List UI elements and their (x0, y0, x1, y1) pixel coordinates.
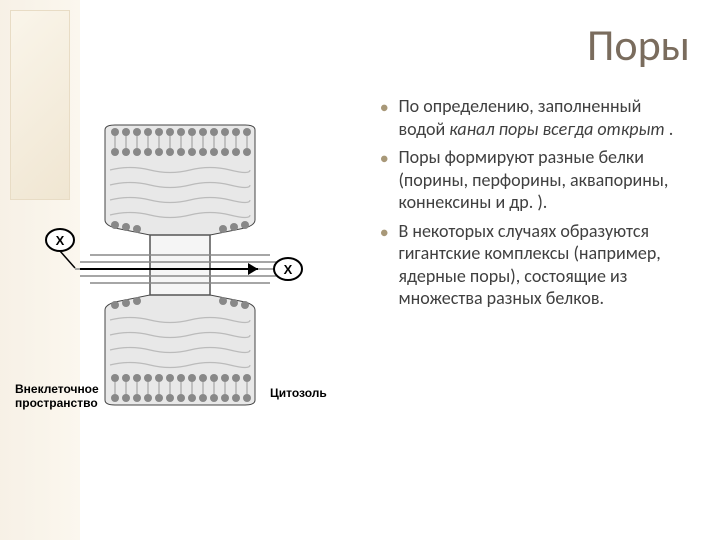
content-area: X X Внеклеточное пространство Цитозоль ●… (0, 90, 720, 530)
x-marker-right: X (284, 262, 293, 277)
x-marker-left: X (56, 233, 65, 248)
bullet-marker-icon: ● (380, 224, 388, 310)
diagram-container: X X Внеклеточное пространство Цитозоль (10, 110, 370, 470)
bullet-text: По определению, заполненный водой канал … (398, 95, 685, 140)
label-cytosol: Цитозоль (270, 386, 327, 400)
bullet-text: В некоторых случаях образуются гигантски… (398, 220, 685, 310)
pore-diagram: X X (10, 110, 370, 470)
label-extracellular: Внеклеточное пространство (15, 382, 115, 410)
x-left-connector (60, 251, 75, 268)
bullet-item: ●Поры формируют разные белки (порины, пе… (380, 146, 685, 214)
bullet-item: ●По определению, заполненный водой канал… (380, 95, 685, 140)
bullet-marker-icon: ● (380, 99, 388, 140)
slide-title: Поры (587, 18, 690, 72)
bullet-item: ●В некоторых случаях образуются гигантск… (380, 220, 685, 310)
bullet-text: Поры формируют разные белки (порины, пер… (398, 146, 685, 214)
pore-channel (150, 235, 210, 295)
transport-arrow-head (248, 263, 258, 275)
bullet-marker-icon: ● (380, 150, 388, 214)
bullet-list: ●По определению, заполненный водой канал… (370, 90, 700, 530)
